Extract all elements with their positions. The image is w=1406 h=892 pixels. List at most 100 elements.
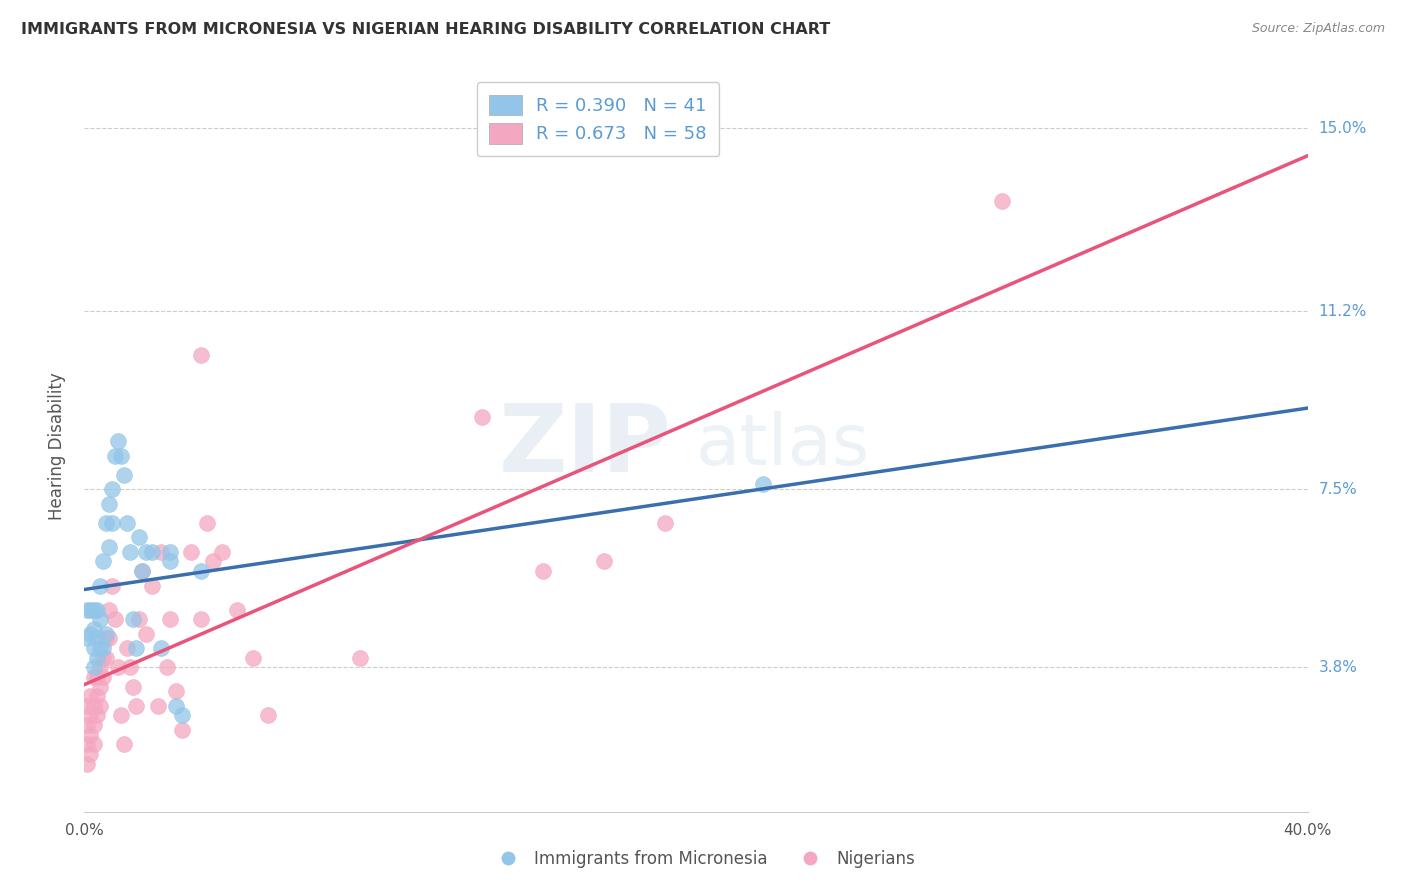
Point (131, 564, 153, 578)
Point (83, 737, 105, 751)
Point (159, 554, 181, 568)
Point (115, 641, 138, 656)
Point (101, 578, 124, 592)
Point (89, 641, 111, 656)
Point (76, 718, 98, 732)
Point (79, 728, 101, 742)
Point (471, 410, 494, 425)
Point (94, 626, 117, 640)
Point (83, 718, 105, 732)
Point (159, 545, 181, 559)
Point (531, 564, 554, 578)
Point (94, 516, 117, 530)
Text: 15.0%: 15.0% (1319, 121, 1367, 136)
Point (141, 545, 163, 559)
Point (91, 641, 114, 656)
Point (83, 660, 105, 674)
Point (149, 545, 172, 559)
Text: atlas: atlas (696, 411, 870, 481)
Point (120, 545, 142, 559)
Point (156, 660, 179, 674)
Point (165, 698, 187, 713)
Point (89, 612, 111, 626)
Text: Source: ZipAtlas.com: Source: ZipAtlas.com (1251, 22, 1385, 36)
Text: 7.5%: 7.5% (1319, 482, 1357, 497)
Point (79, 708, 101, 723)
Point (83, 641, 105, 656)
Point (349, 650, 371, 665)
Point (86, 670, 108, 684)
Point (110, 449, 132, 463)
Point (991, 194, 1014, 208)
Point (190, 612, 212, 626)
Point (89, 578, 111, 592)
Point (89, 680, 111, 694)
Text: ZIP: ZIP (499, 400, 672, 492)
Point (159, 612, 181, 626)
Point (89, 698, 111, 713)
Point (128, 530, 150, 544)
Point (654, 516, 676, 530)
Point (83, 698, 105, 713)
Point (86, 690, 108, 704)
Point (242, 650, 264, 665)
Point (79, 690, 101, 704)
Point (94, 632, 117, 646)
Point (125, 641, 148, 656)
Point (172, 723, 194, 737)
Point (101, 516, 124, 530)
Point (83, 622, 105, 636)
Point (135, 626, 157, 640)
Point (115, 516, 138, 530)
Point (165, 684, 187, 698)
Point (86, 632, 108, 646)
Point (190, 564, 212, 578)
Point (86, 650, 108, 665)
Point (76, 698, 98, 713)
Point (76, 756, 98, 771)
Point (86, 708, 108, 723)
Point (86, 602, 108, 616)
Point (97, 497, 120, 511)
Legend: Immigrants from Micronesia, Nigerians: Immigrants from Micronesia, Nigerians (485, 844, 921, 875)
Point (91, 670, 114, 684)
Point (94, 650, 117, 665)
Point (79, 602, 101, 616)
Point (257, 708, 280, 723)
Point (97, 540, 120, 554)
Point (172, 708, 194, 723)
Point (107, 660, 129, 674)
Point (195, 516, 218, 530)
Text: IMMIGRANTS FROM MICRONESIA VS NIGERIAN HEARING DISABILITY CORRELATION CHART: IMMIGRANTS FROM MICRONESIA VS NIGERIAN H… (21, 22, 831, 37)
Point (149, 641, 172, 656)
Point (128, 612, 150, 626)
Point (122, 612, 145, 626)
Point (180, 545, 202, 559)
Point (211, 545, 233, 559)
Text: 3.8%: 3.8% (1319, 660, 1358, 675)
Point (201, 554, 224, 568)
Point (141, 578, 163, 592)
Point (112, 737, 135, 751)
Point (135, 545, 157, 559)
Point (83, 602, 105, 616)
Point (91, 650, 114, 665)
Point (76, 632, 98, 646)
Point (146, 698, 169, 713)
Legend: R = 0.390   N = 41, R = 0.673   N = 58: R = 0.390 N = 41, R = 0.673 N = 58 (477, 82, 720, 156)
Point (83, 670, 105, 684)
Point (120, 660, 142, 674)
Point (97, 632, 120, 646)
Point (226, 602, 249, 616)
Point (190, 348, 212, 362)
Point (91, 554, 114, 568)
Point (101, 483, 124, 497)
Point (104, 612, 127, 626)
Point (76, 737, 98, 751)
Point (107, 434, 129, 449)
Point (89, 660, 111, 674)
Point (593, 554, 616, 568)
Point (112, 467, 135, 482)
Point (79, 626, 101, 640)
Point (125, 698, 148, 713)
